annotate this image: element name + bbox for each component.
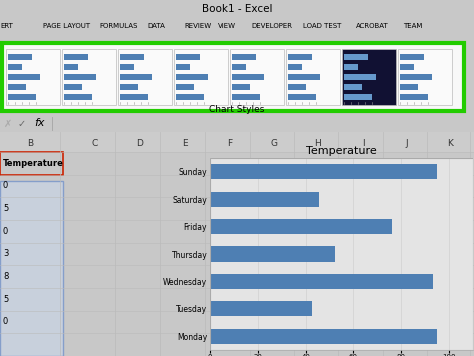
Bar [8,74,40,80]
Bar [6,49,60,105]
Bar [288,54,312,60]
Bar [0,132,474,152]
Bar [232,74,264,80]
Bar [120,94,148,100]
Text: B: B [27,138,33,147]
Bar [288,64,302,70]
Text: ✗: ✗ [4,119,12,129]
Bar [232,94,260,100]
Bar [210,301,312,316]
Bar [0,152,63,175]
Text: 0: 0 [3,318,8,326]
Bar [288,84,306,90]
Text: TEAM: TEAM [403,23,422,29]
Bar [342,49,396,105]
Bar [210,219,392,234]
Text: C: C [92,138,98,147]
Bar [210,246,335,262]
Text: ✓: ✓ [18,119,26,129]
Text: I: I [362,138,365,147]
Text: Book1 - Excel: Book1 - Excel [202,4,272,14]
Text: REVIEW: REVIEW [185,23,212,29]
Bar [400,54,424,60]
Bar [286,49,340,105]
Bar [64,74,96,80]
Bar [120,74,152,80]
Bar [64,84,82,90]
Text: Temperature: Temperature [3,159,64,168]
Bar [232,54,256,60]
Bar [400,64,414,70]
Bar [62,49,116,105]
Bar [176,54,200,60]
Text: ERT: ERT [0,23,13,29]
Text: fx: fx [35,119,45,129]
Text: VIEW: VIEW [218,23,236,29]
Bar [120,54,144,60]
Bar [232,84,250,90]
Bar [344,64,358,70]
Bar [344,54,368,60]
Bar [176,64,190,70]
Bar [176,94,204,100]
Text: 5: 5 [3,204,8,213]
Text: LOAD TEST: LOAD TEST [303,23,342,29]
Bar [2,43,464,111]
Bar [118,49,172,105]
Title: Temperature: Temperature [306,146,377,156]
Text: E: E [182,138,188,147]
Bar [8,84,26,90]
Bar [176,84,194,90]
Bar [0,181,63,356]
Bar [232,64,246,70]
Text: PAGE LAYOUT: PAGE LAYOUT [43,23,90,29]
Bar [400,94,428,100]
Bar [210,192,319,207]
Bar [8,54,32,60]
Text: D: D [137,138,144,147]
Text: 5: 5 [3,295,8,304]
Text: 8: 8 [3,272,9,281]
Bar [64,54,88,60]
Bar [8,64,22,70]
Bar [120,84,138,90]
Text: H: H [315,138,321,147]
Text: DEVELOPER: DEVELOPER [251,23,292,29]
Bar [210,164,437,179]
Text: FORMULAS: FORMULAS [100,23,138,29]
Bar [230,49,284,105]
Text: Chart Styles: Chart Styles [210,105,264,114]
Bar [8,94,36,100]
Text: G: G [271,138,277,147]
Bar [344,94,372,100]
Bar [398,49,452,105]
Bar [400,84,418,90]
Bar [210,329,437,344]
Text: K: K [447,138,453,147]
Text: ACROBAT: ACROBAT [356,23,388,29]
Bar [64,94,92,100]
Bar [176,74,208,80]
Text: 0: 0 [3,227,8,236]
Text: DATA: DATA [147,23,165,29]
Bar [174,49,228,105]
Bar [120,64,134,70]
Bar [288,74,320,80]
Bar [210,274,433,289]
Text: J: J [406,138,408,147]
Bar [344,84,362,90]
Bar [64,64,78,70]
Bar [400,74,432,80]
Text: F: F [228,138,233,147]
Bar [344,74,376,80]
Bar [288,94,316,100]
Text: 0: 0 [3,182,8,190]
Bar [210,158,473,350]
Text: 3: 3 [3,250,9,258]
